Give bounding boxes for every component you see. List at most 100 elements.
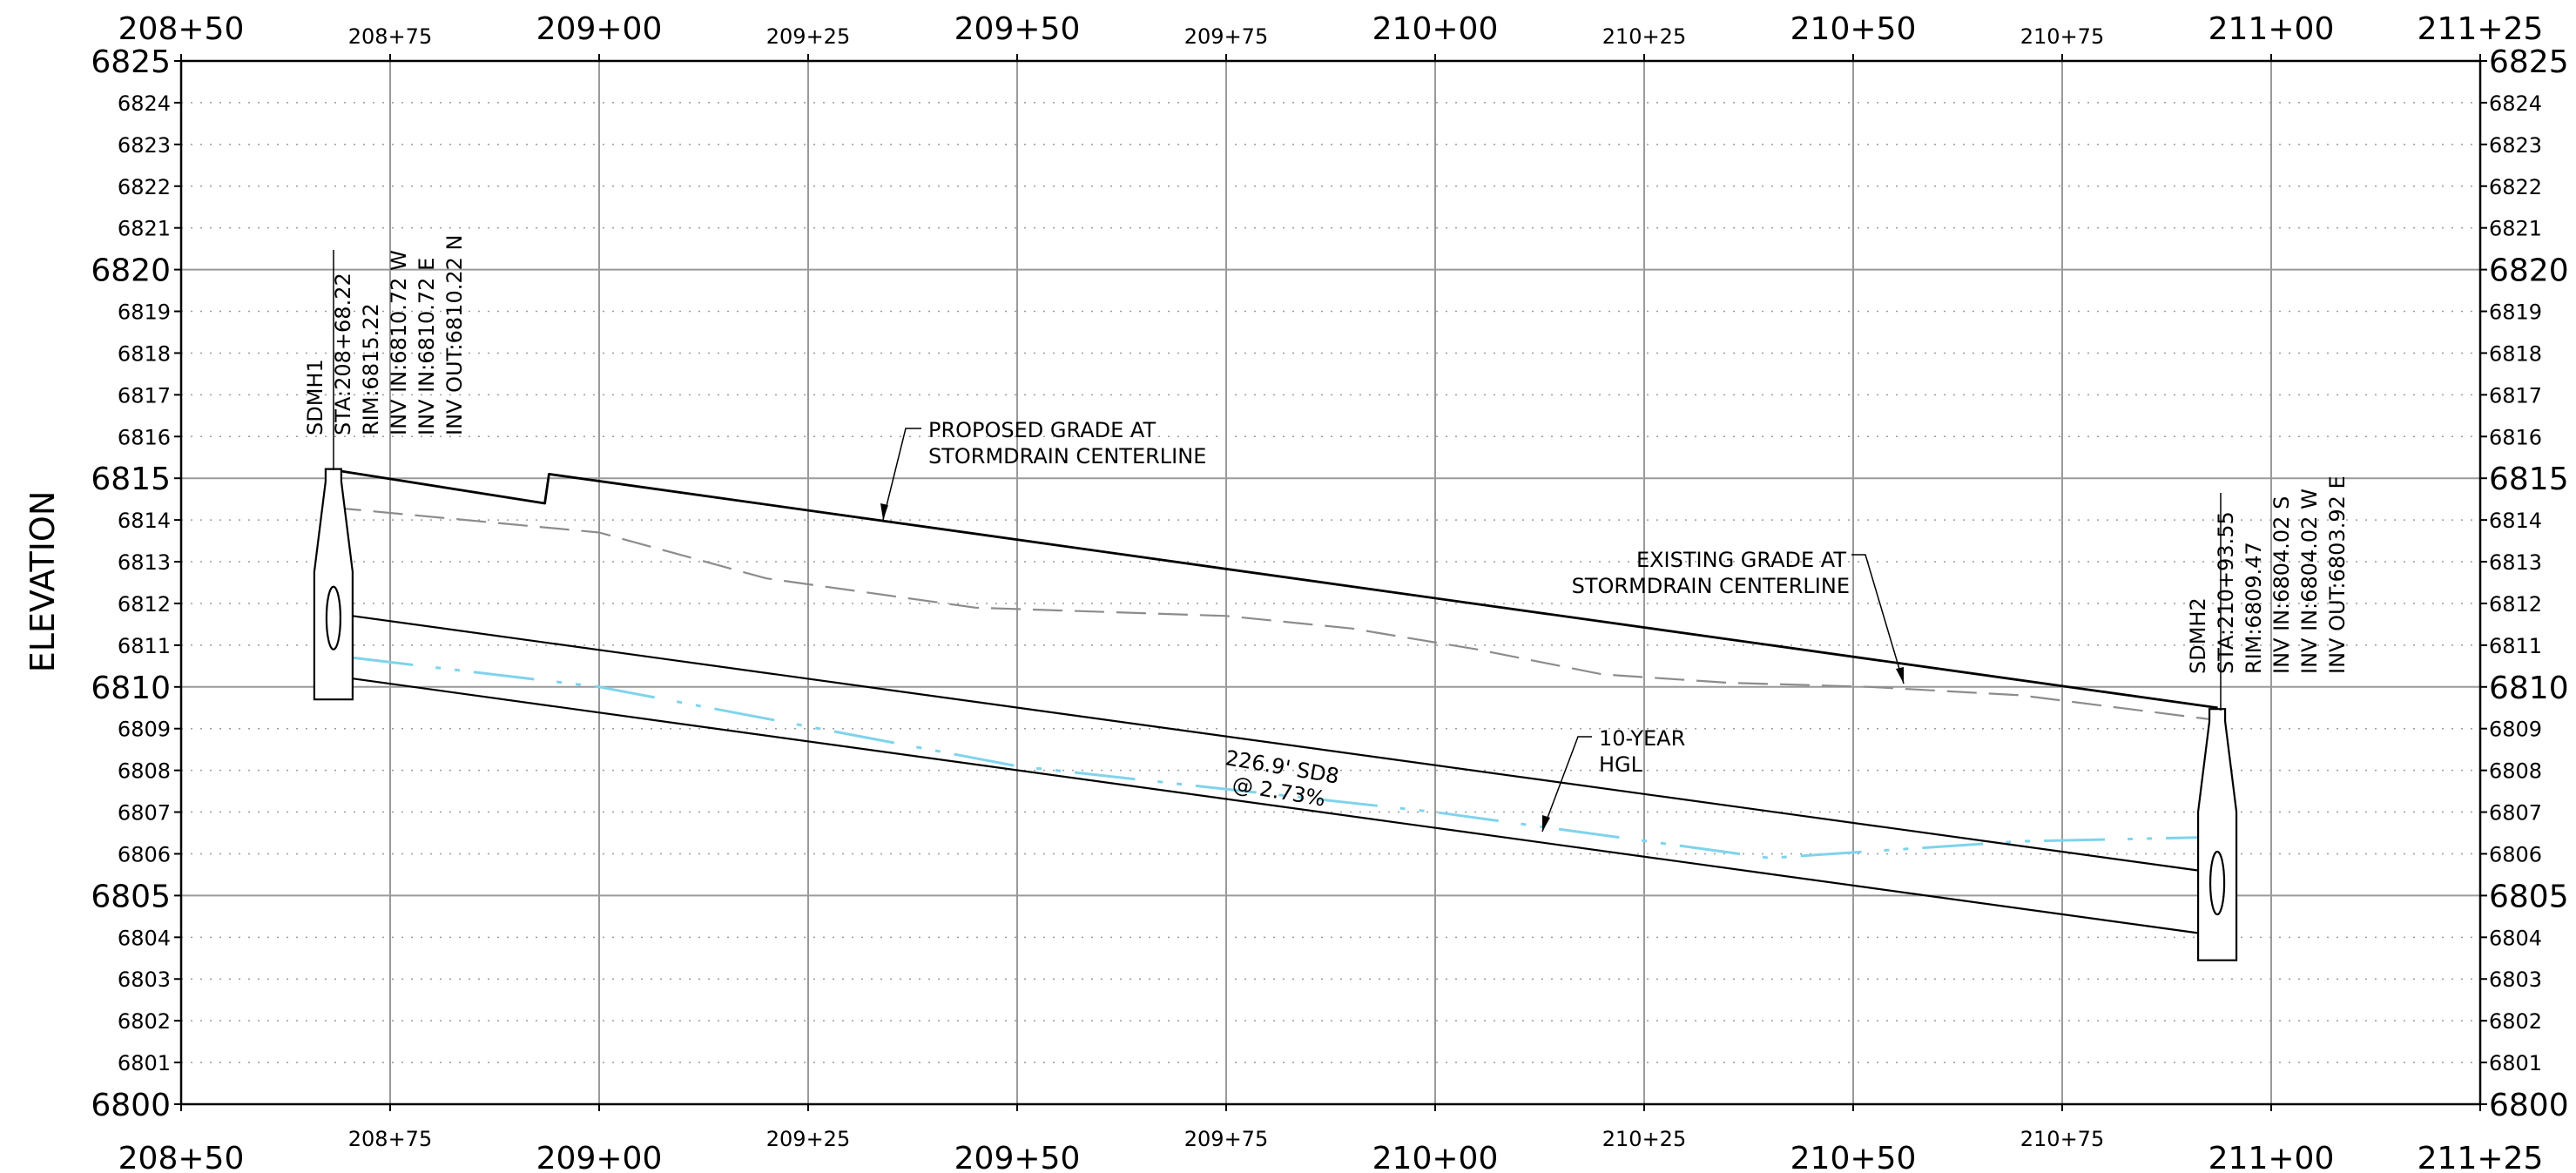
y-tick-label-right: 6805 bbox=[2489, 879, 2569, 914]
x-tick-label-top: 209+75 bbox=[1184, 24, 1268, 49]
y-tick-label-right: 6814 bbox=[2489, 509, 2542, 533]
y-tick-label-right: 6807 bbox=[2489, 801, 2542, 826]
y-tick-label-right: 6809 bbox=[2489, 718, 2542, 742]
y-tick-label-right: 6823 bbox=[2489, 133, 2542, 158]
y-tick-label-left: 6808 bbox=[118, 759, 171, 784]
manhole-sdmh1 bbox=[313, 468, 354, 701]
y-tick-label-left: 6823 bbox=[118, 133, 171, 158]
x-tick-label-bottom: 210+25 bbox=[1602, 1127, 1686, 1151]
y-tick-label-left: 6815 bbox=[91, 462, 171, 497]
x-tick-label-top: 210+00 bbox=[1372, 11, 1499, 47]
y-tick-label-right: 6800 bbox=[2489, 1088, 2569, 1123]
hgl-line bbox=[352, 656, 2218, 860]
plot-frame bbox=[179, 59, 2482, 1106]
x-tick-label-bottom: 211+25 bbox=[2418, 1141, 2544, 1173]
y-tick-label-left: 6825 bbox=[91, 44, 171, 80]
y-tick-label-left: 6802 bbox=[118, 1009, 171, 1034]
x-tick-label-bottom: 209+50 bbox=[954, 1141, 1081, 1173]
y-tick-label-left: 6820 bbox=[91, 253, 171, 289]
y-tick-label-left: 6800 bbox=[91, 1088, 171, 1123]
existing-grade-label: EXISTING GRADE AT bbox=[1636, 548, 1846, 572]
x-tick-label-top: 208+50 bbox=[118, 11, 245, 47]
grid bbox=[181, 61, 2480, 1104]
sdmh1-label-line: INV IN:6810.72 W bbox=[387, 250, 411, 435]
proposed-grade-arrow bbox=[880, 503, 888, 520]
y-tick-label-left: 6818 bbox=[118, 341, 171, 366]
proposed-grade-label: STORMDRAIN CENTERLINE bbox=[928, 444, 1206, 469]
proposed-grade-leader bbox=[882, 428, 921, 521]
sdmh2-label-line: RIM:6809.47 bbox=[2242, 542, 2266, 674]
hgl-leader bbox=[1541, 736, 1592, 833]
y-tick-label-left: 6817 bbox=[118, 383, 171, 408]
x-tick-label-top: 208+75 bbox=[348, 24, 432, 49]
hgl-label: HGL bbox=[1599, 752, 1643, 777]
x-tick-label-bottom: 211+00 bbox=[2208, 1141, 2335, 1173]
y-tick-label-left: 6822 bbox=[118, 175, 171, 199]
x-tick-label-bottom: 210+50 bbox=[1790, 1141, 1917, 1173]
axis-ticks: 6800 6800 6801 6801 6802 6802 6803 6803 6804 6804… bbox=[91, 11, 2568, 1173]
y-tick-label-left: 6811 bbox=[118, 634, 171, 658]
x-tick-label-top: 211+25 bbox=[2418, 11, 2544, 47]
x-tick-label-top: 211+00 bbox=[2208, 11, 2335, 47]
y-tick-label-right: 6816 bbox=[2489, 425, 2542, 449]
manhole-pipe-opening bbox=[2208, 850, 2226, 916]
y-tick-label-right: 6811 bbox=[2489, 634, 2542, 658]
sdmh1-label-line: RIM:6815.22 bbox=[359, 303, 383, 435]
y-tick-label-right: 6808 bbox=[2489, 759, 2542, 784]
y-tick-label-right: 6821 bbox=[2489, 217, 2542, 241]
y-tick-label-left: 6804 bbox=[118, 926, 171, 950]
pipe-invert-line bbox=[352, 678, 2199, 934]
sdmh2-label-line: INV OUT:6803.92 E bbox=[2325, 475, 2350, 674]
y-tick-label-right: 6812 bbox=[2489, 592, 2542, 617]
y-tick-label-right: 6803 bbox=[2489, 967, 2542, 992]
y-tick-label-right: 6801 bbox=[2489, 1051, 2542, 1075]
y-tick-label-right: 6820 bbox=[2489, 253, 2569, 289]
proposed-grade-line bbox=[333, 469, 2218, 710]
profile-lines bbox=[331, 469, 2218, 934]
hgl-arrow bbox=[1542, 815, 1550, 832]
y-tick-label-left: 6821 bbox=[118, 217, 171, 241]
y-axis-title: ELEVATION bbox=[24, 491, 62, 673]
sdmh1-label-line: SDMH1 bbox=[303, 359, 327, 435]
manhole-pipe-opening bbox=[325, 585, 342, 651]
hgl-label: 10-YEAR bbox=[1599, 726, 1685, 751]
y-tick-label-right: 6802 bbox=[2489, 1009, 2542, 1034]
existing-grade-arrow bbox=[1896, 667, 1904, 684]
y-tick-label-left: 6801 bbox=[118, 1051, 171, 1075]
sdmh2-label-line: INV IN:6804.02 S bbox=[2269, 496, 2294, 674]
x-tick-label-bottom: 210+75 bbox=[2020, 1127, 2104, 1151]
x-tick-label-bottom: 210+00 bbox=[1372, 1141, 1499, 1173]
annotations: SDMH1 STA:208+68.22 RIM:6815.22 INV IN:6810… bbox=[303, 235, 2350, 833]
y-tick-label-left: 6810 bbox=[91, 671, 171, 706]
sdmh2-label-line: STA:210+93.55 bbox=[2214, 511, 2238, 674]
existing-grade-line bbox=[331, 506, 2218, 722]
y-tick-label-right: 6822 bbox=[2489, 175, 2542, 199]
y-tick-label-left: 6824 bbox=[118, 91, 171, 116]
y-tick-label-right: 6815 bbox=[2489, 462, 2569, 497]
existing-grade-label: STORMDRAIN CENTERLINE bbox=[1572, 574, 1850, 598]
y-tick-label-right: 6806 bbox=[2489, 842, 2542, 866]
y-tick-label-right: 6825 bbox=[2489, 44, 2569, 80]
x-tick-label-bottom: 208+75 bbox=[348, 1127, 432, 1151]
x-tick-label-top: 210+75 bbox=[2020, 24, 2104, 49]
y-tick-label-right: 6810 bbox=[2489, 671, 2569, 706]
x-tick-label-top: 209+00 bbox=[536, 11, 663, 47]
x-tick-label-bottom: 209+25 bbox=[766, 1127, 850, 1151]
y-tick-label-left: 6819 bbox=[118, 300, 171, 325]
y-tick-label-right: 6819 bbox=[2489, 300, 2542, 325]
x-tick-label-top: 209+50 bbox=[954, 11, 1081, 47]
proposed-grade-label: PROPOSED GRADE AT bbox=[928, 418, 1156, 442]
sdmh1-label-line: STA:208+68.22 bbox=[331, 273, 355, 435]
sdmh2-label-line: SDMH2 bbox=[2186, 597, 2210, 674]
x-tick-label-bottom: 208+50 bbox=[118, 1141, 245, 1173]
manhole-sdmh2 bbox=[2196, 708, 2238, 961]
y-tick-label-left: 6812 bbox=[118, 592, 171, 617]
y-tick-label-left: 6813 bbox=[118, 550, 171, 575]
y-tick-label-left: 6814 bbox=[118, 509, 171, 533]
y-tick-label-left: 6816 bbox=[118, 425, 171, 449]
existing-grade-leader bbox=[1851, 554, 1905, 684]
sdmh2-label-line: INV IN:6804.02 W bbox=[2297, 489, 2322, 674]
sdmh1-label-line: INV OUT:6810.22 N bbox=[442, 235, 467, 435]
x-tick-label-bottom: 209+00 bbox=[536, 1141, 663, 1173]
